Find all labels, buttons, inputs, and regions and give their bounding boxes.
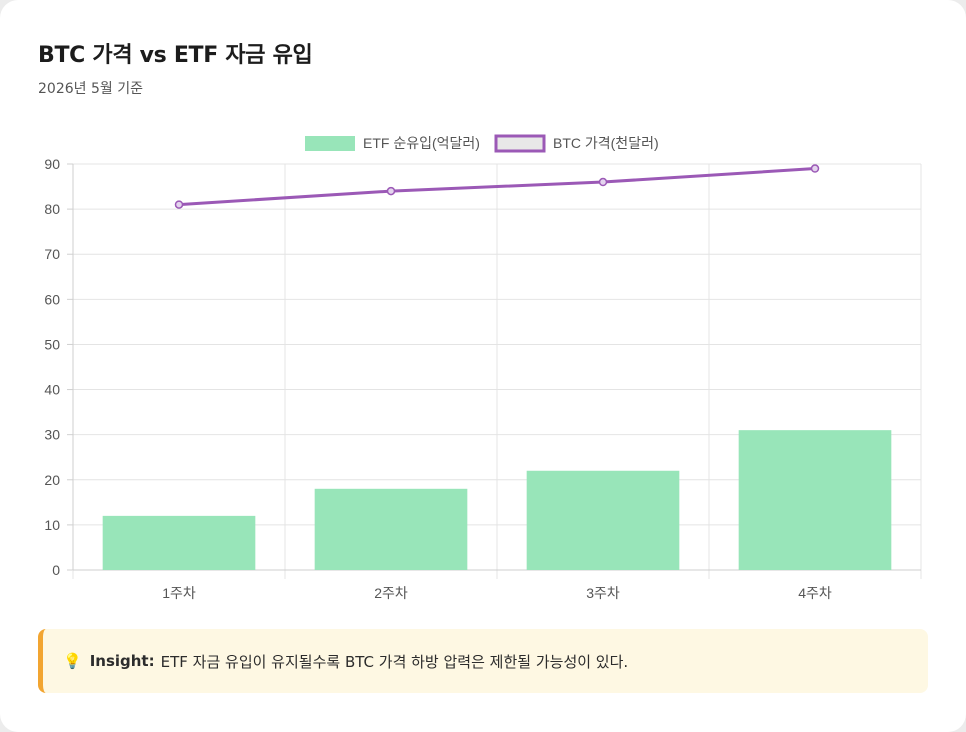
bar-etf-inflow <box>314 488 468 570</box>
x-tick-label: 3주차 <box>586 585 620 601</box>
y-tick-label: 90 <box>44 156 60 172</box>
chart-title: BTC 가격 vs ETF 자금 유입 <box>38 43 313 68</box>
combo-chart: 0 10 20 30 40 50 60 70 80 90 1주차 2주차 3주차 4주차 ETF 순유입(억… <box>44 134 922 601</box>
y-tick-label: 70 <box>44 246 60 262</box>
y-tick-label: 80 <box>44 201 60 217</box>
point-btc-price <box>810 164 820 173</box>
legend-label-etf: ETF 순유입(억달러) <box>363 135 480 151</box>
line-btc-price <box>178 167 816 207</box>
chart-subtitle: 2026년 5월 기준 <box>38 81 143 97</box>
bar-etf-inflow <box>738 430 892 570</box>
insight-box: 💡 Insight: ETF 자금 유입이 유지될수록 BTC 가격 하방 압력… <box>38 629 928 693</box>
y-tick-label: 40 <box>44 382 60 398</box>
y-tick-label: 20 <box>44 472 60 488</box>
y-tick-label: 60 <box>44 291 60 307</box>
x-tick-label: 4주차 <box>798 585 832 601</box>
point-btc-price <box>598 177 608 187</box>
legend-label-btc: BTC 가격(천달러) <box>553 135 659 151</box>
insight-label: Insight: <box>89 652 155 670</box>
point-btc-price <box>174 200 184 209</box>
lightbulb-icon: 💡 <box>63 652 82 670</box>
insight-text: ETF 자금 유입이 유지될수록 BTC 가격 하방 압력은 제한될 가능성이 … <box>160 652 629 671</box>
bar-etf-inflow <box>526 470 680 570</box>
x-tick-label: 2주차 <box>374 585 408 601</box>
y-tick-label: 30 <box>44 427 60 443</box>
x-tick-label: 1주차 <box>162 585 196 601</box>
point-btc-price <box>386 186 396 196</box>
legend-swatch-etf <box>305 136 355 151</box>
y-tick-label: 50 <box>44 336 60 352</box>
bar-etf-inflow <box>102 515 256 570</box>
legend-swatch-btc <box>494 134 546 153</box>
y-tick-label: 0 <box>52 562 60 578</box>
y-tick-label: 10 <box>44 517 60 533</box>
